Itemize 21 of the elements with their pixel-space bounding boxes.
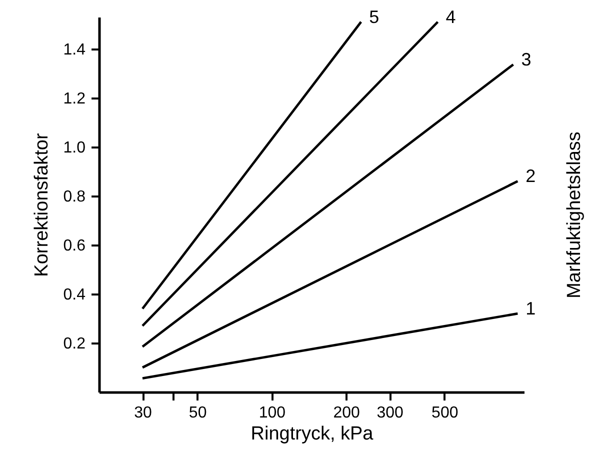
y-tick-label: 0.6	[63, 237, 86, 254]
y-axis-title: Korrektionsfaktor	[31, 132, 52, 277]
series-label: 3	[521, 50, 532, 70]
y-tick-label: 1.0	[63, 139, 86, 156]
y-tick-label: 1.4	[63, 41, 86, 58]
series-label: 4	[446, 6, 456, 27]
x-tick-label: 30	[134, 404, 152, 422]
x-tick-label: 300	[376, 404, 404, 422]
x-tick-label: 500	[432, 404, 458, 422]
text: Markfuktighetsklass	[564, 132, 586, 298]
y-tick-label: 0.8	[63, 188, 86, 206]
y-tick-label: 0.4	[63, 286, 86, 304]
x-tick-label: 200	[333, 404, 360, 422]
series-label: 1	[526, 298, 536, 319]
y-tick-label: 0.2	[63, 335, 86, 352]
y-tick-label: 1.2	[63, 90, 86, 108]
x-tick-label: 100	[258, 404, 286, 422]
series-label: 5	[369, 6, 380, 27]
x-axis-title: Ringtryck, kPa	[250, 424, 374, 444]
series-label: 2	[526, 166, 536, 186]
x-tick-label: 50	[188, 404, 207, 422]
